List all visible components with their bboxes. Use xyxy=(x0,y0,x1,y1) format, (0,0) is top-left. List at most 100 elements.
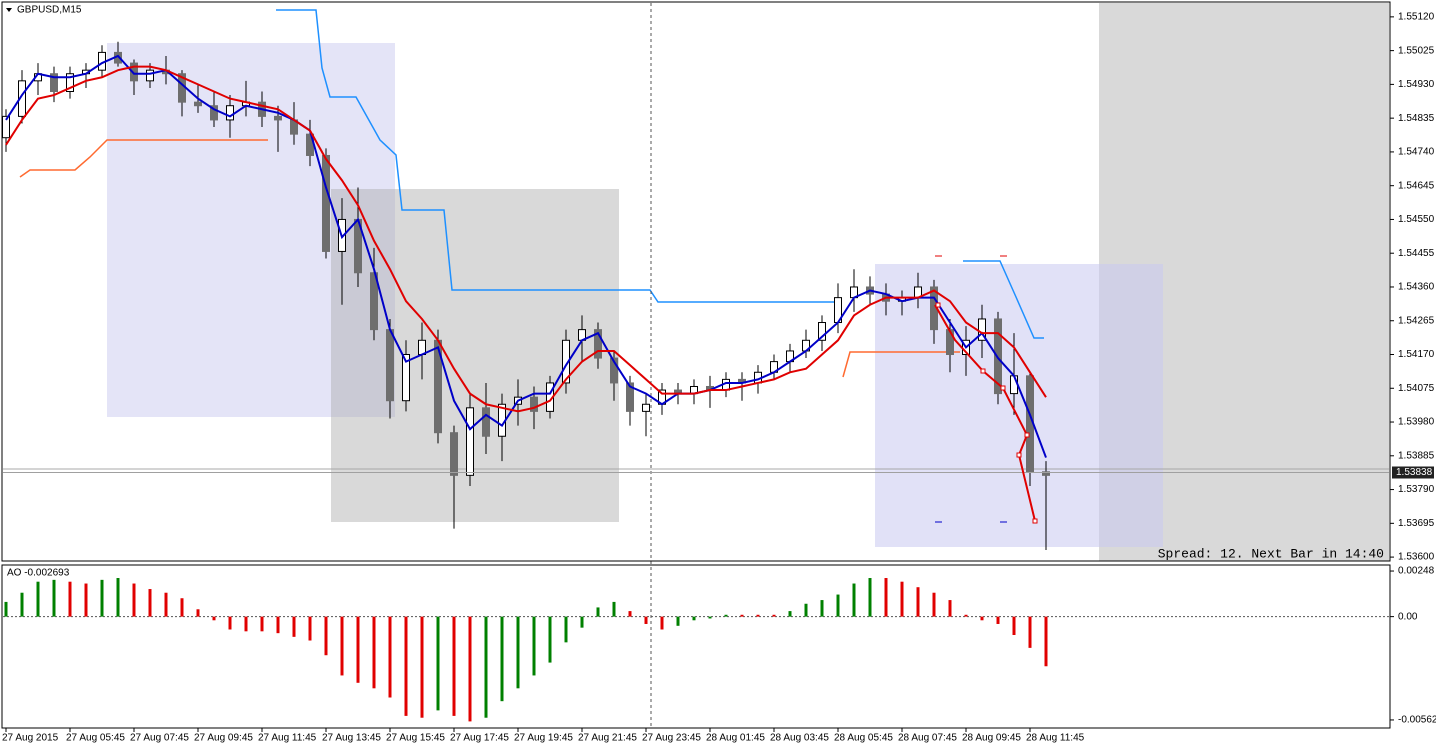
candle-body xyxy=(978,318,986,341)
y-tick-label: -0.005621 xyxy=(1398,715,1436,726)
ao-bar xyxy=(916,587,920,617)
ao-bar xyxy=(276,616,280,634)
ao-bar xyxy=(20,592,24,617)
y-tick-label: 0.00248 xyxy=(1398,566,1435,577)
y-tick-label: 1.55120 xyxy=(1398,12,1435,23)
projection-point xyxy=(1016,452,1022,458)
candle-body xyxy=(626,382,634,412)
y-tick-label: 1.53790 xyxy=(1398,484,1435,495)
ao-bar xyxy=(340,616,344,676)
ao-bar xyxy=(100,579,104,617)
x-tick-label: 27 Aug 13:45 xyxy=(322,733,381,744)
moving-average xyxy=(5,65,1047,413)
candle-body xyxy=(194,101,202,107)
indicator-title: AO -0.002693 xyxy=(7,568,70,579)
candle-body xyxy=(594,329,602,359)
projection-point xyxy=(980,368,986,374)
candle-body xyxy=(386,329,394,402)
main-frame xyxy=(1,1,1391,562)
ao-bar xyxy=(324,616,328,656)
bid-label-box xyxy=(1392,466,1434,479)
ao-bar xyxy=(596,607,600,617)
x-tick-label: 27 Aug 09:45 xyxy=(194,733,253,744)
status-text: Spread: 12. Next Bar in 14:40 xyxy=(1158,546,1384,561)
ao-bar xyxy=(740,614,744,617)
ao-bar xyxy=(980,616,984,621)
y-tick-label: 1.54740 xyxy=(1398,147,1435,158)
ao-bar xyxy=(1012,616,1016,636)
projection-point xyxy=(1000,385,1006,391)
candle-body xyxy=(66,73,74,92)
y-tick-label: 1.54075 xyxy=(1398,383,1435,394)
ao-bar xyxy=(420,616,424,718)
ao-bar xyxy=(36,581,40,617)
y-tick-label: 1.54645 xyxy=(1398,180,1435,191)
ao-bar xyxy=(4,601,8,617)
plot-layer xyxy=(2,41,1389,722)
ao-bar xyxy=(244,616,248,632)
ao-bar xyxy=(948,600,952,617)
ao-bar xyxy=(708,616,712,619)
step-line xyxy=(19,139,268,178)
ao-bar xyxy=(564,616,568,643)
ao-bar xyxy=(468,616,472,722)
projection-point xyxy=(1032,518,1038,524)
ao-bar xyxy=(52,579,56,617)
ao-bar xyxy=(820,600,824,617)
y-tick-label: 0.00 xyxy=(1398,611,1418,622)
candle-body xyxy=(610,357,618,384)
x-tick-label: 28 Aug 09:45 xyxy=(962,733,1021,744)
candle-body xyxy=(210,105,218,121)
candle-body xyxy=(130,62,138,82)
candle-body xyxy=(450,432,458,476)
projection-point xyxy=(935,302,941,308)
chart-title: GBPUSD,M15 xyxy=(17,5,82,16)
indicator-frame xyxy=(1,564,1391,729)
projection-point xyxy=(1024,432,1030,438)
ao-bar xyxy=(676,616,680,626)
ao-bar xyxy=(884,578,888,617)
y-tick-label: 1.54265 xyxy=(1398,315,1435,326)
ao-bar xyxy=(148,589,152,617)
ao-bar xyxy=(692,616,696,621)
y-tick-label: 1.55025 xyxy=(1398,45,1435,56)
ao-bar xyxy=(964,614,968,617)
ao-bar xyxy=(580,616,584,628)
moving-average xyxy=(5,54,1047,458)
ao-bar xyxy=(132,583,136,617)
ao-bar xyxy=(644,616,648,624)
ao-bar xyxy=(500,616,504,702)
projection xyxy=(934,302,1038,524)
y-tick-label: 1.54360 xyxy=(1398,282,1435,293)
ao-bar xyxy=(900,581,904,617)
y-tick-label: 1.54455 xyxy=(1398,248,1435,259)
ao-bar xyxy=(756,614,760,617)
y-tick-label: 1.53600 xyxy=(1398,552,1435,563)
candle-body xyxy=(946,329,954,356)
x-tick-label: 28 Aug 03:45 xyxy=(770,733,829,744)
ao-bar xyxy=(996,616,1000,624)
menu-triangle[interactable] xyxy=(6,8,12,12)
candle-body xyxy=(466,407,474,476)
ao-bar xyxy=(836,594,840,617)
step-line xyxy=(842,351,960,378)
ao-bar xyxy=(372,616,376,689)
ao-bar xyxy=(196,609,200,617)
ao-bar xyxy=(180,598,184,617)
y-tick-label: 1.54930 xyxy=(1398,79,1435,90)
candle-body xyxy=(530,396,538,412)
y-tick-label: 1.54835 xyxy=(1398,113,1435,124)
ao-bar xyxy=(164,592,168,617)
x-tick-label: 27 Aug 11:45 xyxy=(258,733,317,744)
x-tick-label: 27 Aug 15:45 xyxy=(386,733,445,744)
candle-body xyxy=(1042,471,1050,476)
x-tick-label: 27 Aug 19:45 xyxy=(514,733,573,744)
ao-bar xyxy=(388,616,392,698)
layout-shapes xyxy=(3,3,1389,728)
ao-bar xyxy=(804,603,808,617)
x-tick-label: 27 Aug 21:45 xyxy=(578,733,637,744)
ao-bar xyxy=(228,616,232,630)
x-tick-label: 27 Aug 07:45 xyxy=(130,733,189,744)
ao-bar xyxy=(308,616,312,641)
